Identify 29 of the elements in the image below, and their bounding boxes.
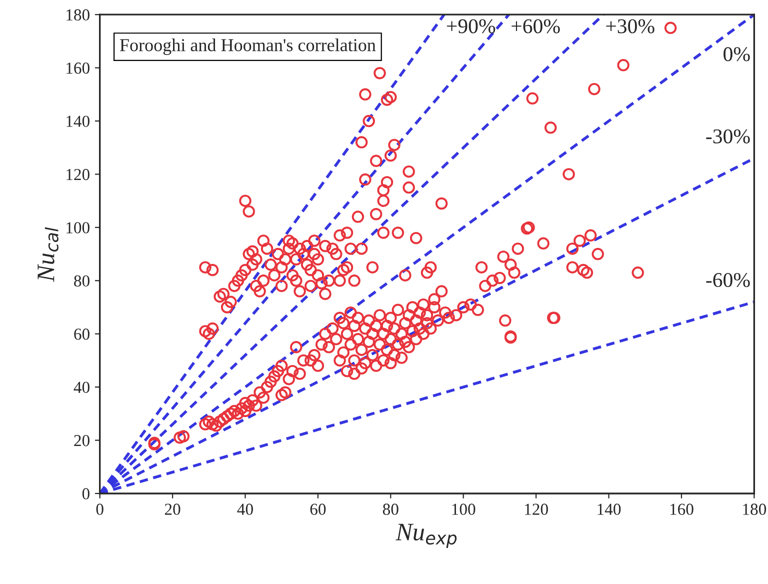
y-tick-label: 0: [82, 488, 90, 500]
series-label: -30%: [706, 129, 750, 144]
y-tick-label: 100: [66, 222, 90, 234]
y-tick-label: 180: [66, 9, 90, 21]
annotation: Forooghi and Hooman's correlation: [120, 38, 376, 55]
y-tick-label: 60: [74, 328, 90, 340]
x-axis-title: Nu$_{exp}$: [396, 524, 457, 548]
series-label: +90%: [446, 19, 496, 34]
series-label: -60%: [706, 272, 750, 288]
y-tick-label: 160: [66, 62, 90, 74]
x-tick-label: 40: [237, 504, 253, 515]
series-label: +60%: [512, 19, 560, 34]
x-tick-label: 20: [164, 504, 180, 515]
x-tick-label: 0: [96, 504, 104, 515]
series-label: +30%: [606, 19, 654, 34]
series-label: 0%: [724, 47, 750, 62]
y-tick-label: 80: [74, 275, 90, 287]
x-tick-label: 160: [670, 504, 694, 515]
x-tick-label: 120: [525, 504, 548, 515]
x-tick-label: 180: [743, 504, 766, 515]
y-tick-label: 140: [66, 116, 90, 127]
x-tick-label: 100: [452, 504, 476, 515]
y-tick-label: 20: [74, 434, 90, 446]
x-tick-label: 80: [382, 504, 398, 515]
x-tick-label: 140: [598, 504, 621, 515]
y-tick-label: 120: [66, 168, 90, 180]
x-tick-label: 60: [310, 504, 326, 515]
y-axis-title: Nu$_{cal}$: [38, 227, 58, 282]
y-tick-label: 40: [74, 382, 90, 394]
